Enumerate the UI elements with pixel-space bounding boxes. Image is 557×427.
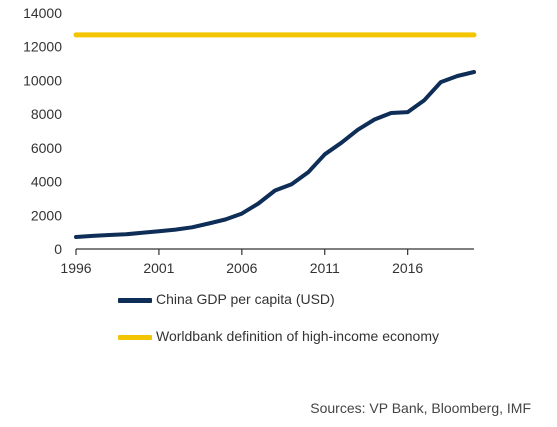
x-axis-ticks: 1996 2001 2006 2011 2016 xyxy=(60,249,423,276)
legend-label-high-income: Worldbank definition of high-income econ… xyxy=(156,328,440,344)
y-tick-label: 14000 xyxy=(23,5,62,21)
y-tick-label: 4000 xyxy=(31,174,62,190)
y-tick-label: 6000 xyxy=(31,140,62,156)
legend-label-china-gdp: China GDP per capita (USD) xyxy=(156,291,335,307)
legend-swatch-high-income xyxy=(118,335,152,340)
x-tick-label: 1996 xyxy=(60,260,91,276)
series-line-china-gdp xyxy=(74,70,476,239)
source-note: Sources: VP Bank, Bloomberg, IMF xyxy=(310,400,531,416)
y-tick-label: 0 xyxy=(54,241,62,257)
gdp-line-chart: 0 2000 4000 6000 8000 10000 12000 14000 1996 200… xyxy=(23,5,477,276)
legend-swatch-china-gdp xyxy=(118,298,152,303)
series-layer xyxy=(73,32,477,239)
x-tick-label: 2001 xyxy=(143,260,174,276)
y-tick-label: 2000 xyxy=(31,207,62,223)
x-tick-label: 2006 xyxy=(226,260,257,276)
x-tick-label: 2016 xyxy=(392,260,423,276)
y-tick-label: 12000 xyxy=(23,39,62,55)
y-tick-label: 8000 xyxy=(31,106,62,122)
x-tick-label: 2011 xyxy=(310,260,340,276)
y-tick-label: 10000 xyxy=(23,72,62,88)
y-axis-ticks: 0 2000 4000 6000 8000 10000 12000 14000 xyxy=(23,5,62,257)
